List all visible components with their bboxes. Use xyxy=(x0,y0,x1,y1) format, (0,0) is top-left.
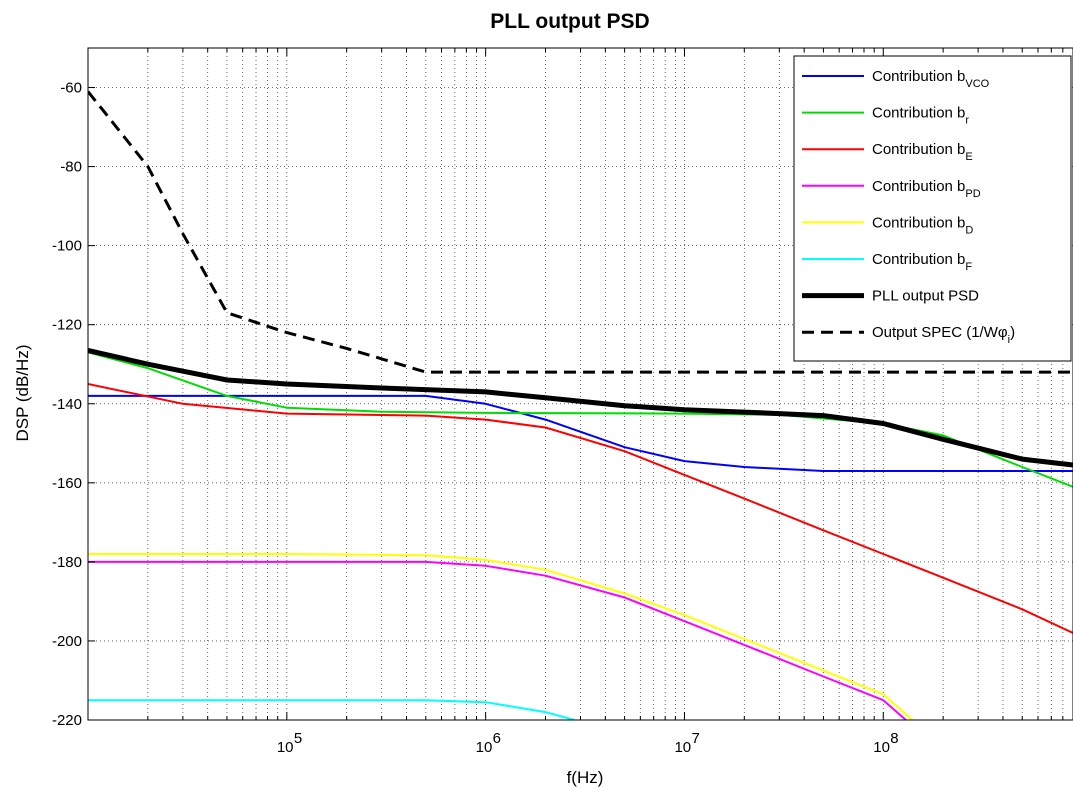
legend-box xyxy=(793,55,1072,362)
legend-label: PLL output PSD xyxy=(872,288,979,305)
legend-label: Contribution bF xyxy=(872,251,972,273)
x-tick-label: 106 xyxy=(476,730,501,756)
y-tick-label: -100 xyxy=(52,238,82,255)
x-axis-title: f(Hz) xyxy=(567,768,604,787)
legend-label: Contribution bPD xyxy=(872,178,981,200)
legend-label: Contribution br xyxy=(872,105,969,127)
chart-title: PLL output PSD xyxy=(490,10,649,33)
y-tick-label: -120 xyxy=(52,317,82,334)
series-line-pd xyxy=(88,560,907,720)
legend-label: Contribution bE xyxy=(872,141,973,163)
x-tick-base: 10 xyxy=(674,739,691,756)
legend-label: Output SPEC (1/Wφi) xyxy=(872,324,1015,346)
y-tick-label: -140 xyxy=(52,396,82,413)
series-line-d xyxy=(88,553,913,720)
x-tick-label: 105 xyxy=(277,730,302,756)
y-tick-label: -160 xyxy=(52,475,82,492)
y-tick-label: -60 xyxy=(60,80,82,97)
x-tick-exp: 6 xyxy=(493,730,501,747)
series-line-f xyxy=(88,699,575,720)
y-tick-label: -200 xyxy=(52,633,82,650)
x-tick-label: 108 xyxy=(873,730,898,756)
ticks: -60-80-100-120-140-160-180-200-220105106… xyxy=(52,48,1073,756)
series-line-output-spec xyxy=(88,90,1073,374)
series-line-e xyxy=(88,383,1073,634)
series-line-vco xyxy=(88,394,1073,472)
x-tick-base: 10 xyxy=(277,739,294,756)
x-tick-exp: 8 xyxy=(890,730,898,747)
y-tick-label: -220 xyxy=(52,712,82,729)
x-tick-exp: 5 xyxy=(294,730,302,747)
y-tick-label: -180 xyxy=(52,554,82,571)
x-tick-base: 10 xyxy=(476,739,493,756)
series-group xyxy=(88,90,1073,720)
y-axis-title: DSP (dB/Hz) xyxy=(13,345,32,442)
series-line-pll-output xyxy=(88,347,1073,468)
legend-label: Contribution bD xyxy=(872,214,973,236)
y-tick-label: -80 xyxy=(60,159,82,176)
legend: Contribution bVCO Contribution br Contribu… xyxy=(793,55,1072,362)
x-tick-exp: 7 xyxy=(691,730,699,747)
x-tick-label: 107 xyxy=(674,730,699,756)
legend-label: Contribution bVCO xyxy=(872,68,990,90)
x-tick-base: 10 xyxy=(873,739,890,756)
